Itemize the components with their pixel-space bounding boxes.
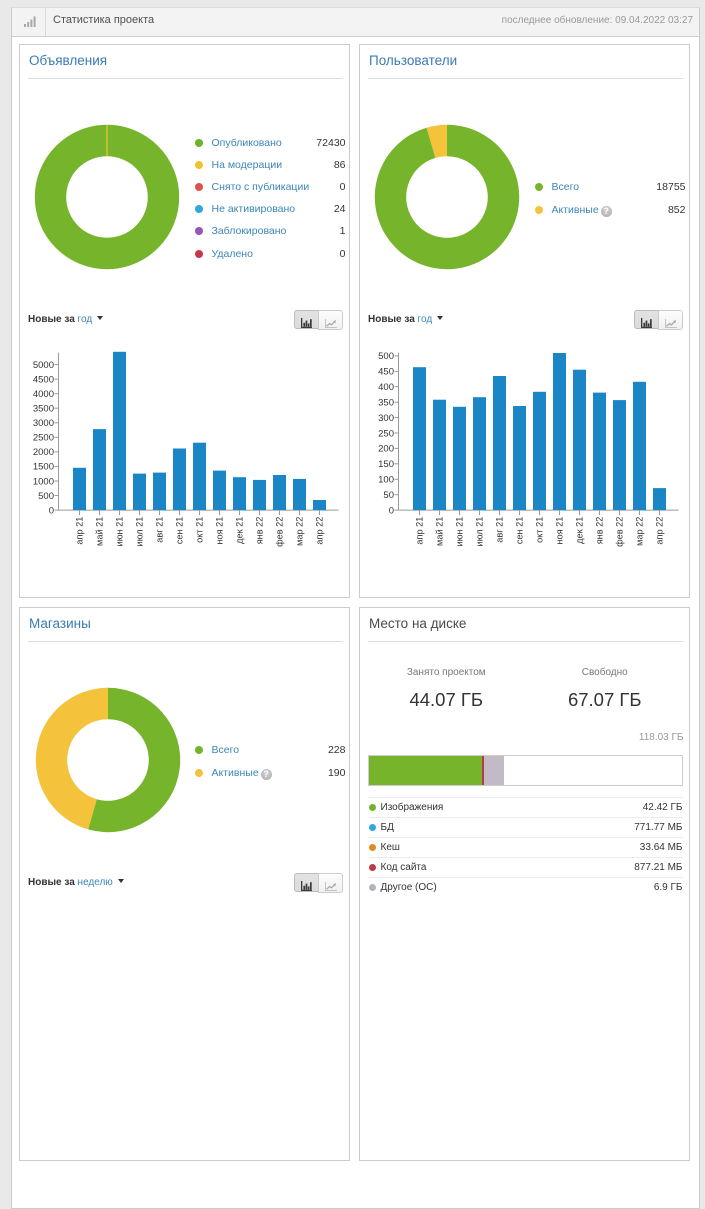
svg-text:сен 21: сен 21 <box>175 517 185 545</box>
svg-text:май 21: май 21 <box>95 517 105 546</box>
svg-text:авг 21: авг 21 <box>495 517 505 543</box>
svg-text:5000: 5000 <box>33 360 54 371</box>
svg-text:0: 0 <box>49 505 54 516</box>
svg-text:янв 22: янв 22 <box>255 517 265 545</box>
svg-text:май 21: май 21 <box>435 517 445 546</box>
svg-text:4500: 4500 <box>33 374 54 385</box>
svg-text:300: 300 <box>378 413 394 424</box>
svg-text:1000: 1000 <box>33 476 54 487</box>
svg-text:ноя 21: ноя 21 <box>215 517 225 545</box>
svg-text:сен 21: сен 21 <box>515 517 525 545</box>
svg-text:50: 50 <box>383 490 394 501</box>
svg-text:250: 250 <box>378 428 394 439</box>
svg-text:фев 22: фев 22 <box>615 517 625 547</box>
svg-text:мар 22: мар 22 <box>635 517 645 546</box>
svg-text:апр 21: апр 21 <box>415 517 425 545</box>
svg-text:окт 21: окт 21 <box>195 517 205 543</box>
svg-text:4000: 4000 <box>33 389 54 400</box>
svg-text:апр 22: апр 22 <box>655 517 665 545</box>
svg-text:2500: 2500 <box>33 433 54 444</box>
svg-text:мар 22: мар 22 <box>295 517 305 546</box>
svg-text:июл 21: июл 21 <box>475 517 485 547</box>
svg-text:2000: 2000 <box>33 447 54 458</box>
svg-text:фев 22: фев 22 <box>275 517 285 547</box>
svg-text:450: 450 <box>378 367 394 378</box>
svg-text:июн 21: июн 21 <box>115 517 125 547</box>
svg-text:3500: 3500 <box>33 404 54 415</box>
svg-text:100: 100 <box>378 475 394 486</box>
svg-text:апр 22: апр 22 <box>315 517 325 545</box>
svg-text:400: 400 <box>378 382 394 393</box>
svg-text:150: 150 <box>378 459 394 470</box>
svg-text:июн 21: июн 21 <box>455 517 465 547</box>
svg-text:окт 21: окт 21 <box>535 517 545 543</box>
svg-text:500: 500 <box>38 491 54 502</box>
svg-text:июл 21: июл 21 <box>135 517 145 547</box>
svg-text:350: 350 <box>378 398 394 409</box>
svg-text:дек 21: дек 21 <box>235 517 245 544</box>
svg-text:авг 21: авг 21 <box>155 517 165 543</box>
svg-text:апр 21: апр 21 <box>75 517 85 545</box>
svg-text:0: 0 <box>389 505 394 516</box>
svg-text:дек 21: дек 21 <box>575 517 585 544</box>
svg-text:200: 200 <box>378 444 394 455</box>
svg-text:ноя 21: ноя 21 <box>555 517 565 545</box>
svg-text:3000: 3000 <box>33 418 54 429</box>
svg-text:500: 500 <box>378 351 394 362</box>
svg-text:1500: 1500 <box>33 462 54 473</box>
svg-text:янв 22: янв 22 <box>595 517 605 545</box>
